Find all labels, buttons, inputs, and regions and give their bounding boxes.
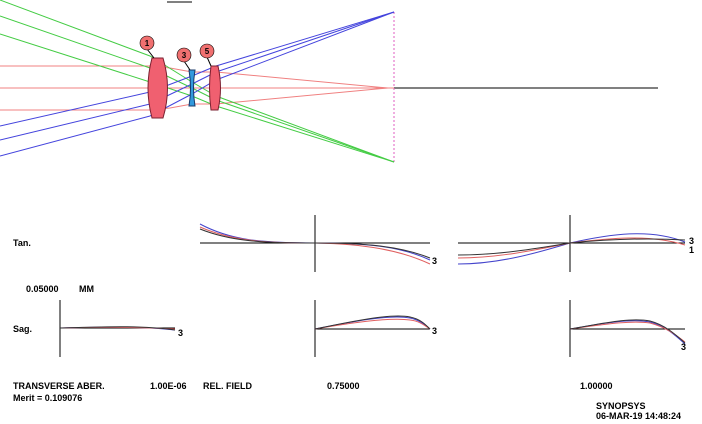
fan-full-tan-label-3: 3	[689, 236, 694, 246]
callout-number-5: 5	[205, 47, 210, 56]
callout-circle-1	[139, 35, 155, 51]
fan-full-tan-label-1: 1	[689, 245, 694, 255]
ray-fan-plots: 3 3 3	[59, 215, 694, 357]
fan-full-sag-curve-2	[569, 321, 686, 343]
fan-plot-mid-tan: 3	[199, 215, 437, 272]
fan-plot-full-sag: 3	[569, 300, 686, 357]
footer-field-mid: 0.75000	[327, 381, 360, 391]
element-callout-3: 3	[176, 47, 192, 71]
callout-circle-3	[176, 47, 192, 63]
fan-plot-axis-sag: 3	[59, 300, 183, 357]
scale-unit: MM	[79, 284, 94, 294]
lens-element-5	[209, 65, 221, 111]
fan-full-tan-curve-2	[457, 237, 686, 259]
element-callout-5: 5	[199, 43, 215, 67]
element-callout-1: 1	[139, 35, 155, 59]
footer-rel-field-label: REL. FIELD	[203, 381, 252, 391]
callout-circle-5	[199, 43, 215, 59]
callout-number-1: 1	[145, 39, 150, 48]
callout-leader-3	[183, 60, 191, 71]
fan-mid-sag-curve-2	[314, 318, 431, 330]
full-field-ray-1	[0, 11, 395, 127]
callout-leader-5	[206, 56, 212, 67]
footer-field-full: 1.00000	[580, 381, 613, 391]
callout-number-3: 3	[182, 51, 187, 60]
fan-full-sag-label: 3	[681, 342, 686, 352]
tan-label: Tan.	[13, 238, 31, 248]
footer-program: SYNOPSYS	[596, 401, 646, 411]
footer-merit: Merit = 0.109076	[13, 393, 83, 403]
fan-plot-mid-sag: 3	[314, 300, 437, 357]
axial-ray-bundle	[0, 65, 394, 111]
scale-value: 0.05000	[26, 284, 59, 294]
mid-field-ray-3	[0, 33, 395, 163]
footer-date: 06-MAR-19 14:48:24	[596, 411, 682, 421]
full-field-ray-3	[0, 11, 395, 157]
fan-plot-full-tan: 3 1	[457, 215, 694, 272]
fan-mid-sag-curve-1	[314, 316, 431, 330]
callout-leader-1	[146, 48, 155, 59]
full-field-ray-2	[0, 11, 395, 141]
footer-title: TRANSVERSE ABER.	[13, 381, 105, 391]
fan-full-tan-curve-3	[457, 238, 686, 256]
fan-mid-sag-curve-3	[314, 315, 431, 330]
sag-label: Sag.	[13, 324, 33, 334]
lens-element-1	[147, 57, 168, 119]
full-field-ray-bundle	[0, 11, 395, 157]
lens-layout: 1 3 5	[0, 0, 658, 163]
fan-full-sag-curve-3	[569, 319, 686, 344]
fan-full-sag-curve-1	[569, 320, 686, 345]
footer-small-value: 1.00E-06	[150, 381, 187, 391]
fan-mid-tan-label: 3	[432, 256, 437, 266]
fan-axis-sag-label: 3	[178, 328, 183, 338]
axial-ray-lower-refracted	[149, 87, 389, 111]
fan-mid-tan-curve-3	[199, 228, 431, 259]
lens-element-3	[188, 69, 196, 107]
fan-mid-sag-label: 3	[432, 326, 437, 336]
fan-axis-sag-curve-3	[59, 326, 176, 331]
